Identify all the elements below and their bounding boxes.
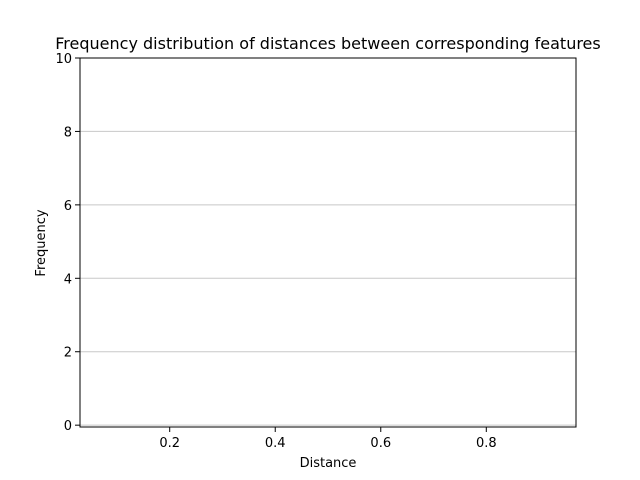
chart-title: Frequency distribution of distances betw… <box>55 34 600 53</box>
y-axis-label: Frequency <box>34 209 49 276</box>
y-tick-label: 2 <box>64 346 72 361</box>
x-tick-label: 0.6 <box>370 436 391 451</box>
x-tick-label: 0.2 <box>159 436 180 451</box>
y-tick-label: 6 <box>64 199 72 214</box>
y-tick-label: 0 <box>64 419 72 434</box>
x-tick-label: 0.4 <box>265 436 286 451</box>
plot-frame <box>79 57 577 428</box>
y-tick-label: 4 <box>64 272 72 287</box>
x-axis-label: Distance <box>300 456 357 471</box>
x-tick-label: 0.8 <box>476 436 497 451</box>
y-tick-label: 10 <box>55 52 72 67</box>
y-tick-label: 8 <box>64 125 72 140</box>
